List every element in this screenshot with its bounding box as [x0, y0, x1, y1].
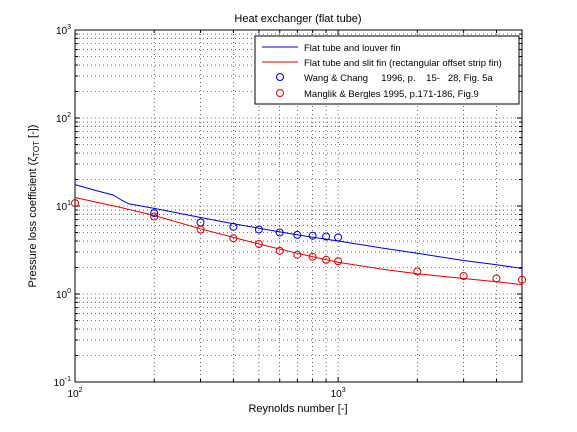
- x-tick-label-base: 10: [331, 389, 343, 400]
- y-tick-label-base: 10: [56, 290, 68, 301]
- legend-marker-wang-chang: [276, 73, 284, 81]
- data-point-marker: [71, 199, 79, 208]
- data-point-marker: [229, 234, 238, 243]
- data-point-marker: [308, 231, 317, 240]
- data-point-marker: [196, 225, 205, 234]
- legend-label-manglik-bergles: Manglik & Bergles 1995, p.171-186, Fig.9: [304, 89, 479, 100]
- data-point-marker: [334, 257, 343, 266]
- legend-box: [254, 35, 520, 105]
- series-line: [74, 184, 523, 269]
- data-point-marker: [254, 240, 263, 248]
- x-axis-label: Reynolds number [-]: [248, 403, 347, 415]
- data-point-marker: [322, 232, 331, 241]
- y-tick-label-base: 10: [54, 378, 66, 389]
- y-axis-label-subscript: TOT: [32, 141, 41, 157]
- y-tick-label: 102: [56, 112, 71, 125]
- legend-entry-manglik-bergles: Manglik & Bergles 1995, p.171-186, Fig.9: [276, 89, 479, 100]
- y-axis-label-tail: [-]): [27, 125, 39, 142]
- x-tick-label: 103: [331, 387, 346, 400]
- y-tick-label: 10-1: [54, 376, 71, 389]
- data-point-marker: [293, 230, 302, 239]
- data-point-marker: [518, 275, 526, 284]
- x-tick-label-exponent: 2: [79, 387, 83, 394]
- data-point-marker: [334, 233, 343, 242]
- series-layer: [71, 184, 526, 286]
- y-tick-label: 103: [56, 24, 71, 37]
- x-tick-label: 102: [67, 387, 82, 400]
- legend-label-wang-chang: Wang & Chang 1996, p. 15- 28, Fig. 5a: [304, 73, 493, 84]
- legend: Flat tube and louver fin Flat tube and s…: [254, 35, 520, 105]
- legend-marker-manglik-bergles: [276, 89, 284, 97]
- data-point-marker: [322, 255, 331, 264]
- y-axis-label: Pressure loss coefficient (ζTOT [-]): [27, 125, 41, 288]
- y-tick-label-base: 10: [56, 26, 68, 37]
- legend-entry-slit-fin: Flat tube and slit fin (rectangular offs…: [262, 58, 502, 69]
- y-tick-label-exponent: 0: [67, 288, 71, 295]
- legend-entry-louver-fin: Flat tube and louver fin: [262, 43, 401, 54]
- data-point-marker: [459, 272, 468, 280]
- y-tick-label-exponent: -1: [65, 376, 71, 383]
- data-point-marker: [150, 212, 159, 221]
- y-tick-label-exponent: 3: [67, 24, 71, 31]
- data-point-marker: [254, 225, 263, 234]
- legend-label-louver-fin: Flat tube and louver fin: [304, 43, 401, 54]
- data-point-marker: [293, 250, 302, 259]
- series-line: [74, 197, 523, 286]
- y-tick-label: 101: [56, 200, 71, 213]
- legend-entry-wang-chang: Wang & Chang 1996, p. 15- 28, Fig. 5a: [276, 73, 493, 84]
- y-tick-label-base: 10: [56, 114, 68, 125]
- data-point-marker: [275, 228, 284, 237]
- x-tick-label-exponent: 3: [342, 387, 346, 394]
- legend-label-slit-fin: Flat tube and slit fin (rectangular offs…: [304, 58, 502, 69]
- data-point-marker: [275, 246, 284, 255]
- data-point-marker: [492, 274, 501, 283]
- y-tick-label-base: 10: [56, 202, 68, 213]
- chart-title: Heat exchanger (flat tube): [234, 13, 361, 25]
- data-point-marker: [413, 267, 422, 276]
- data-point-marker: [150, 209, 159, 218]
- x-tick-label-base: 10: [67, 389, 79, 400]
- data-point-marker: [229, 222, 238, 231]
- y-tick-label: 100: [56, 288, 71, 301]
- y-tick-label-exponent: 2: [67, 112, 71, 119]
- y-axis-label-main: Pressure loss coefficient (ζ: [27, 157, 39, 288]
- y-tick-label-exponent: 1: [67, 200, 71, 207]
- data-point-marker: [308, 252, 317, 261]
